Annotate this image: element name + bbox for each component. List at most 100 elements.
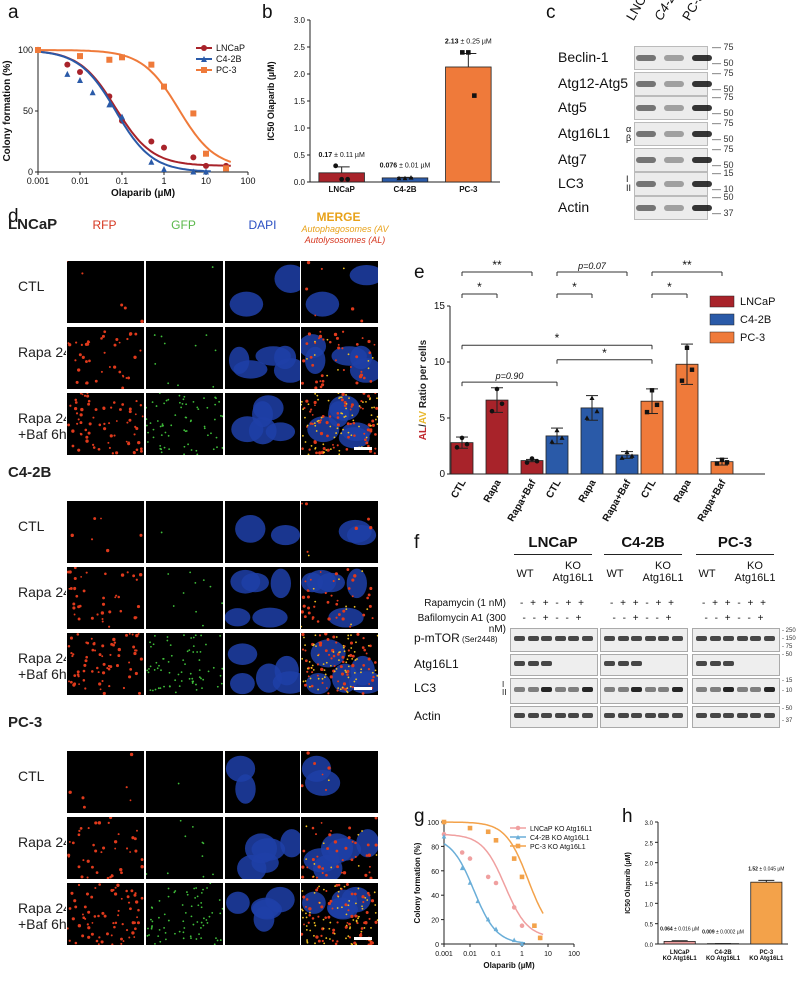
- blot-band: [692, 131, 712, 137]
- replicate-point: [684, 345, 690, 350]
- blot-band: [631, 636, 642, 641]
- merge-subtitle-av: Autophagosomes (AV: [301, 224, 389, 234]
- blot-band: [664, 55, 684, 61]
- legend-label: PC-3: [740, 332, 765, 344]
- blot-row-label: Atg5: [558, 99, 587, 115]
- blot-band: [658, 636, 669, 641]
- y-tick-label: 3.0: [645, 821, 654, 827]
- panel-b-chart: 0.0 0.5 1.0 1.5 2.0 2.5 3.0 IC50 Olaparib (µM) L…: [266, 16, 500, 194]
- blot-row-sublabel: (Ser2448): [459, 635, 498, 644]
- blot-band: [750, 713, 761, 718]
- treatment-label: Bafilomycin A1 (300 nM): [417, 613, 506, 635]
- blot-sublabel: α: [626, 124, 632, 134]
- x-tick-label: 0.1: [116, 176, 129, 186]
- micrograph-gfp: [145, 392, 224, 456]
- micrograph-gfp: [145, 882, 224, 946]
- sig-label: *: [477, 280, 482, 294]
- mw-marker: — 50: [712, 192, 734, 202]
- legend-swatch: [709, 295, 735, 308]
- blot-band: [664, 105, 684, 111]
- blot-band: [541, 713, 552, 718]
- legend-label: C4-2B KO Atg16L1: [530, 835, 590, 842]
- blot-band: [581, 636, 593, 641]
- replicate-point: [654, 402, 660, 408]
- blot-band: [750, 636, 761, 641]
- rapa-signs: - + + - + +: [702, 598, 768, 609]
- data-point: [459, 865, 465, 871]
- mw-marker: — 37: [712, 208, 734, 218]
- blot-sublabel: II: [626, 183, 632, 193]
- sig-label: p=0.07: [577, 261, 607, 271]
- micrograph-dapi: [224, 882, 303, 946]
- data-point: [203, 168, 209, 175]
- blot-band: [514, 661, 525, 666]
- blot-band: [617, 687, 629, 692]
- y-tick-label: 0.0: [294, 178, 306, 187]
- blot-band: [709, 713, 721, 718]
- blot-band: [636, 205, 656, 211]
- blot-band: [692, 55, 712, 61]
- replicate-point: [549, 439, 555, 444]
- blot-band: [736, 636, 748, 641]
- x-tick-label: 0.01: [71, 176, 89, 186]
- micrograph-dapi: [224, 750, 303, 814]
- legend-marker: [515, 825, 521, 831]
- x-tick-label: 0.1: [491, 951, 501, 958]
- y-axis-label: Colony formation (%): [2, 60, 13, 161]
- blot-band: [671, 687, 683, 692]
- condition-label: CTL: [18, 768, 45, 784]
- replicate-point: [402, 175, 408, 181]
- data-point: [493, 880, 499, 886]
- micrograph-dapi: [224, 500, 303, 564]
- blot-band: [527, 636, 539, 641]
- blot-band: [514, 687, 525, 692]
- blot-row-label: Beclin-1: [558, 49, 609, 65]
- channel-header: GFP: [171, 218, 196, 232]
- bar: [445, 66, 492, 183]
- data-point: [190, 168, 197, 175]
- series-curve: [38, 49, 232, 163]
- blot-band: [636, 105, 656, 111]
- blot-sublabel: I: [626, 174, 629, 184]
- y-tick-label: 60: [431, 869, 439, 876]
- micrograph-gfp: [145, 750, 224, 814]
- blot-row-label: Atg16L1: [558, 125, 611, 141]
- micrograph-dapi: [224, 326, 303, 390]
- blot-band: [658, 713, 669, 718]
- blot-group-label: C4-2B: [621, 534, 665, 551]
- rapa-signs: - + + - + +: [610, 598, 676, 609]
- y-axis-label: Colony formation (%): [413, 842, 422, 923]
- replicate-point: [619, 455, 625, 460]
- x-tick-label: LNCaP: [329, 185, 356, 194]
- y-tick-label: 0.5: [645, 923, 654, 929]
- y-tick-label: 2.5: [645, 841, 654, 847]
- data-point: [511, 905, 517, 910]
- treatment-label: Rapamycin (1 nM): [424, 598, 506, 609]
- blot-band: [658, 687, 669, 692]
- replicate-point: [584, 415, 590, 420]
- blot-band: [617, 713, 629, 718]
- blot-band: [541, 636, 552, 641]
- blot-band: [604, 687, 615, 692]
- mw-marker: — 50: [712, 84, 734, 94]
- data-point: [467, 880, 473, 885]
- data-point: [161, 144, 167, 151]
- data-point: [485, 829, 491, 835]
- replicate-point: [499, 401, 505, 407]
- channel-header: RFP: [92, 218, 117, 232]
- replicate-point: [559, 435, 565, 440]
- y-tick-label: 80: [431, 844, 439, 851]
- blot-band: [644, 636, 656, 641]
- blot-row-label: Actin: [414, 709, 441, 723]
- blot-band: [709, 636, 721, 641]
- micrograph-rfp: [66, 566, 145, 630]
- group-label: LNCaP: [8, 216, 58, 233]
- blot-band: [671, 713, 683, 718]
- x-tick-label: 10: [544, 951, 552, 958]
- blot-row-label: Atg12-Atg5: [558, 75, 629, 91]
- x-tick-label: Rapa+Baf: [506, 477, 539, 523]
- micrograph-dapi: [224, 260, 303, 324]
- legend-label: PC-3: [216, 65, 237, 75]
- mw-marker: - 150: [782, 636, 796, 642]
- micrograph-merge: [300, 750, 379, 814]
